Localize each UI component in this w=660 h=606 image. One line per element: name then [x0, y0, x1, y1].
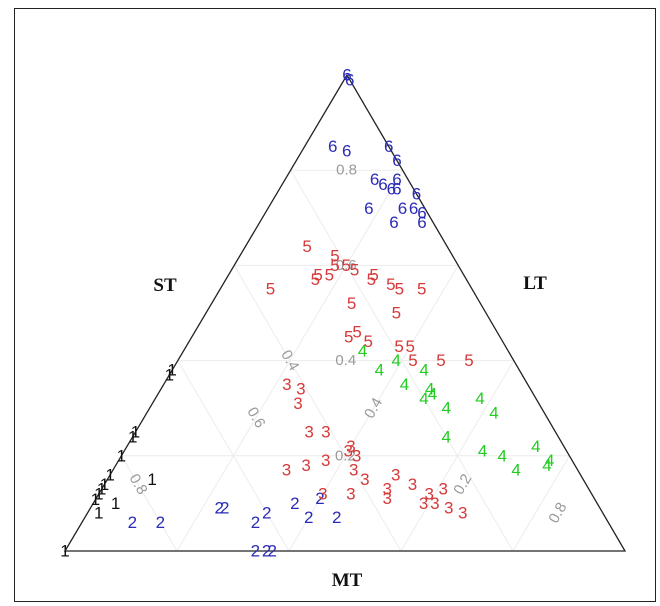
data-point-5: 5	[313, 265, 322, 284]
tick-label: 0.6	[243, 404, 268, 431]
data-point-2: 2	[220, 499, 229, 518]
data-point-3: 3	[408, 475, 417, 494]
data-point-5: 5	[302, 237, 311, 256]
data-point-5: 5	[347, 294, 356, 313]
data-point-2: 2	[251, 542, 260, 561]
axis-label-st: ST	[153, 275, 177, 296]
data-point-2: 2	[332, 508, 341, 527]
data-point-3: 3	[360, 470, 369, 489]
data-point-3: 3	[349, 461, 358, 480]
data-point-6: 6	[417, 213, 426, 232]
data-point-4: 4	[442, 399, 451, 418]
data-point-2: 2	[304, 508, 313, 527]
data-point-1: 1	[60, 542, 69, 561]
data-point-4: 4	[531, 437, 540, 456]
data-point-4: 4	[375, 361, 384, 380]
tick-label: 0.2	[450, 471, 475, 498]
data-point-5: 5	[330, 246, 339, 265]
data-point-6: 6	[342, 142, 351, 161]
data-point-6: 6	[389, 213, 398, 232]
data-point-6: 6	[364, 199, 373, 218]
data-point-5: 5	[352, 323, 361, 342]
data-point-4: 4	[428, 384, 437, 403]
data-point-2: 2	[156, 513, 165, 532]
data-point-1: 1	[100, 475, 109, 494]
data-point-5: 5	[464, 351, 473, 370]
axis-label-mt: MT	[332, 570, 363, 591]
data-point-3: 3	[321, 451, 330, 470]
data-point-6: 6	[392, 151, 401, 170]
data-point-4: 4	[478, 442, 487, 461]
data-point-5: 5	[417, 280, 426, 299]
data-point-5: 5	[392, 304, 401, 323]
data-point-3: 3	[304, 423, 313, 442]
data-point-4: 4	[419, 361, 428, 380]
data-point-3: 3	[419, 494, 428, 513]
data-point-3: 3	[301, 456, 310, 475]
data-point-4: 4	[400, 375, 409, 394]
data-point-3: 3	[293, 394, 302, 413]
data-point-1: 1	[147, 470, 156, 489]
data-point-3: 3	[282, 375, 291, 394]
data-point-4: 4	[511, 461, 520, 480]
tick-label: 0.4	[277, 347, 302, 374]
data-point-4: 4	[419, 389, 428, 408]
data-point-6: 6	[328, 137, 337, 156]
data-point-2: 2	[267, 542, 276, 561]
data-point-1: 1	[111, 494, 120, 513]
data-point-6: 6	[345, 70, 354, 89]
data-point-2: 2	[262, 503, 271, 522]
data-point-6: 6	[398, 199, 407, 218]
data-point-3: 3	[282, 461, 291, 480]
data-point-3: 3	[321, 423, 330, 442]
data-point-5: 5	[394, 337, 403, 356]
data-point-5: 5	[367, 270, 376, 289]
data-point-2: 2	[251, 513, 260, 532]
data-point-4: 4	[497, 446, 506, 465]
axis-label-lt: LT	[523, 273, 547, 294]
data-point-3: 3	[444, 499, 453, 518]
data-point-2: 2	[290, 494, 299, 513]
data-point-3: 3	[439, 480, 448, 499]
data-point-3: 3	[391, 465, 400, 484]
ternary-plot: 0.80.60.40.20.40.6 0.40.8 0.20.8ST LTMT1111…	[15, 9, 655, 601]
data-point-5: 5	[436, 351, 445, 370]
data-point-4: 4	[442, 427, 451, 446]
chart-frame: 0.8 0.6 0.4 0.2 0.4 0.6 0.4 0.8 0.2 0.8 ST LT MT 1 1 1 1…	[14, 8, 656, 602]
data-point-4: 4	[489, 403, 498, 422]
data-point-4: 4	[545, 451, 554, 470]
data-point-3: 3	[318, 484, 327, 503]
data-point-3: 3	[458, 503, 467, 522]
tick-label: 0.4	[335, 352, 356, 369]
data-point-4: 4	[475, 389, 484, 408]
data-point-5: 5	[395, 280, 404, 299]
data-point-1: 1	[117, 446, 126, 465]
data-point-2: 2	[128, 513, 137, 532]
data-point-6: 6	[392, 170, 401, 189]
data-point-5: 5	[408, 351, 417, 370]
data-point-3: 3	[382, 489, 391, 508]
tick-label: 0.4	[361, 395, 386, 422]
data-point-5: 5	[364, 332, 373, 351]
tick-label: 0.8	[336, 162, 357, 179]
data-point-5: 5	[266, 280, 275, 299]
data-point-5: 5	[350, 261, 359, 280]
data-point-1: 1	[131, 423, 140, 442]
data-point-1: 1	[167, 361, 176, 380]
data-point-3: 3	[346, 484, 355, 503]
tick-label: 0.8	[545, 500, 570, 527]
